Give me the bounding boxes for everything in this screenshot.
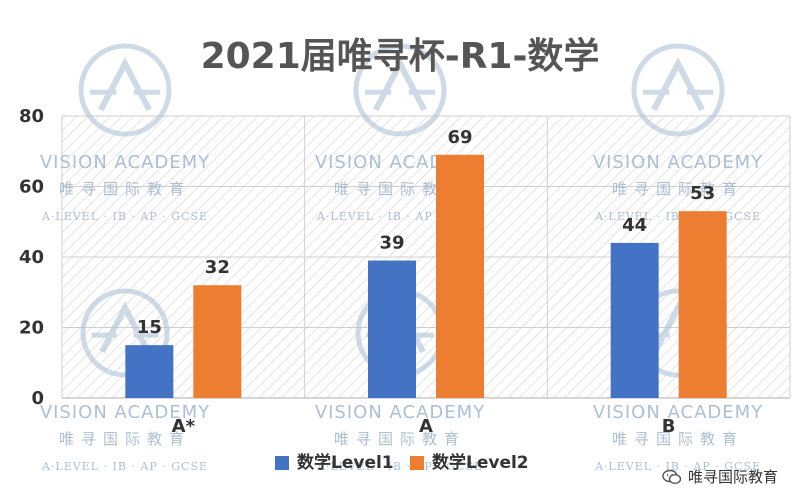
svg-text:唯寻国际教育: 唯寻国际教育 bbox=[612, 430, 744, 448]
bar-2-1 bbox=[193, 285, 242, 398]
bar-1-3 bbox=[610, 242, 659, 398]
data-label: 44 bbox=[622, 215, 647, 236]
vision-academy-text-watermark: VISION ACADEMY 唯寻国际教育 A·LEVEL · IB · AP · … bbox=[593, 152, 763, 223]
y-tick-label: 80 bbox=[19, 106, 44, 127]
x-tick-label: A bbox=[419, 416, 433, 437]
bar-1-2 bbox=[368, 260, 416, 398]
bar-2-2 bbox=[436, 154, 484, 398]
vision-academy-text-watermark: VISION ACADEMY 唯寻国际教育 A·LEVEL · IB · AP · … bbox=[315, 402, 485, 473]
vision-academy-logo-watermark bbox=[353, 43, 447, 137]
svg-text:A·LEVEL · IB · AP · GCSE: A·LEVEL · IB · AP · GCSE bbox=[41, 210, 208, 223]
svg-text:唯寻国际教育: 唯寻国际教育 bbox=[612, 180, 744, 198]
legend-swatch bbox=[275, 456, 289, 470]
data-label: 15 bbox=[137, 317, 162, 338]
bar-1-1 bbox=[125, 345, 174, 398]
legend-swatch bbox=[410, 456, 424, 470]
svg-text:唯寻国际教育: 唯寻国际教育 bbox=[59, 180, 191, 198]
legend-label: 数学Level1 bbox=[297, 452, 394, 473]
y-tick-label: 0 bbox=[31, 388, 44, 409]
vision-academy-logo-watermark bbox=[78, 43, 172, 137]
legend-label: 数学Level2 bbox=[432, 452, 529, 473]
data-label: 53 bbox=[690, 183, 715, 204]
svg-text:唯寻国际教育: 唯寻国际教育 bbox=[59, 430, 191, 448]
svg-text:A·LEVEL · IB · AP · GCSE: A·LEVEL · IB · AP · GCSE bbox=[316, 460, 483, 473]
svg-text:VISION ACADEMY: VISION ACADEMY bbox=[593, 402, 763, 423]
svg-text:VISION ACADEMY: VISION ACADEMY bbox=[40, 152, 210, 173]
data-label: 69 bbox=[447, 127, 472, 148]
chart-title: 2021届唯寻杯-R1-数学 bbox=[201, 35, 600, 77]
svg-text:A·LEVEL · IB · AP · GCSE: A·LEVEL · IB · AP · GCSE bbox=[594, 210, 761, 223]
svg-text:A·LEVEL · IB · AP · GCSE: A·LEVEL · IB · AP · GCSE bbox=[41, 460, 208, 473]
wechat-icon bbox=[662, 469, 682, 484]
bar-2-3 bbox=[678, 211, 727, 398]
svg-text:唯寻国际教育: 唯寻国际教育 bbox=[334, 430, 466, 448]
vision-academy-text-watermark: VISION ACADEMY 唯寻国际教育 A·LEVEL · IB · AP · … bbox=[593, 402, 763, 473]
vision-academy-text-watermark: VISION ACADEMY 唯寻国际教育 A·LEVEL · IB · AP · … bbox=[40, 402, 210, 473]
svg-text:VISION ACADEMY: VISION ACADEMY bbox=[593, 152, 763, 173]
vision-academy-text-watermark: VISION ACADEMY 唯寻国际教育 A·LEVEL · IB · AP · … bbox=[40, 152, 210, 223]
data-label: 32 bbox=[205, 257, 230, 278]
wechat-account-tag: 唯寻国际教育 bbox=[662, 466, 778, 487]
y-tick-label: 40 bbox=[19, 247, 44, 268]
data-label: 39 bbox=[379, 233, 404, 254]
svg-text:VISION ACADEMY: VISION ACADEMY bbox=[315, 402, 485, 423]
vision-academy-logo-watermark bbox=[80, 288, 170, 378]
svg-text:唯寻国际教育: 唯寻国际教育 bbox=[334, 180, 466, 198]
x-tick-label: B bbox=[662, 416, 676, 437]
y-tick-label: 20 bbox=[19, 318, 44, 339]
y-tick-label: 60 bbox=[19, 177, 44, 198]
svg-text:VISION ACADEMY: VISION ACADEMY bbox=[40, 402, 210, 423]
wechat-account-name: 唯寻国际教育 bbox=[687, 468, 778, 486]
vision-academy-logo-watermark bbox=[631, 43, 725, 137]
svg-text:A·LEVEL · IB · AP · GCSE: A·LEVEL · IB · AP · GCSE bbox=[594, 460, 761, 473]
x-tick-label: A* bbox=[172, 416, 196, 437]
